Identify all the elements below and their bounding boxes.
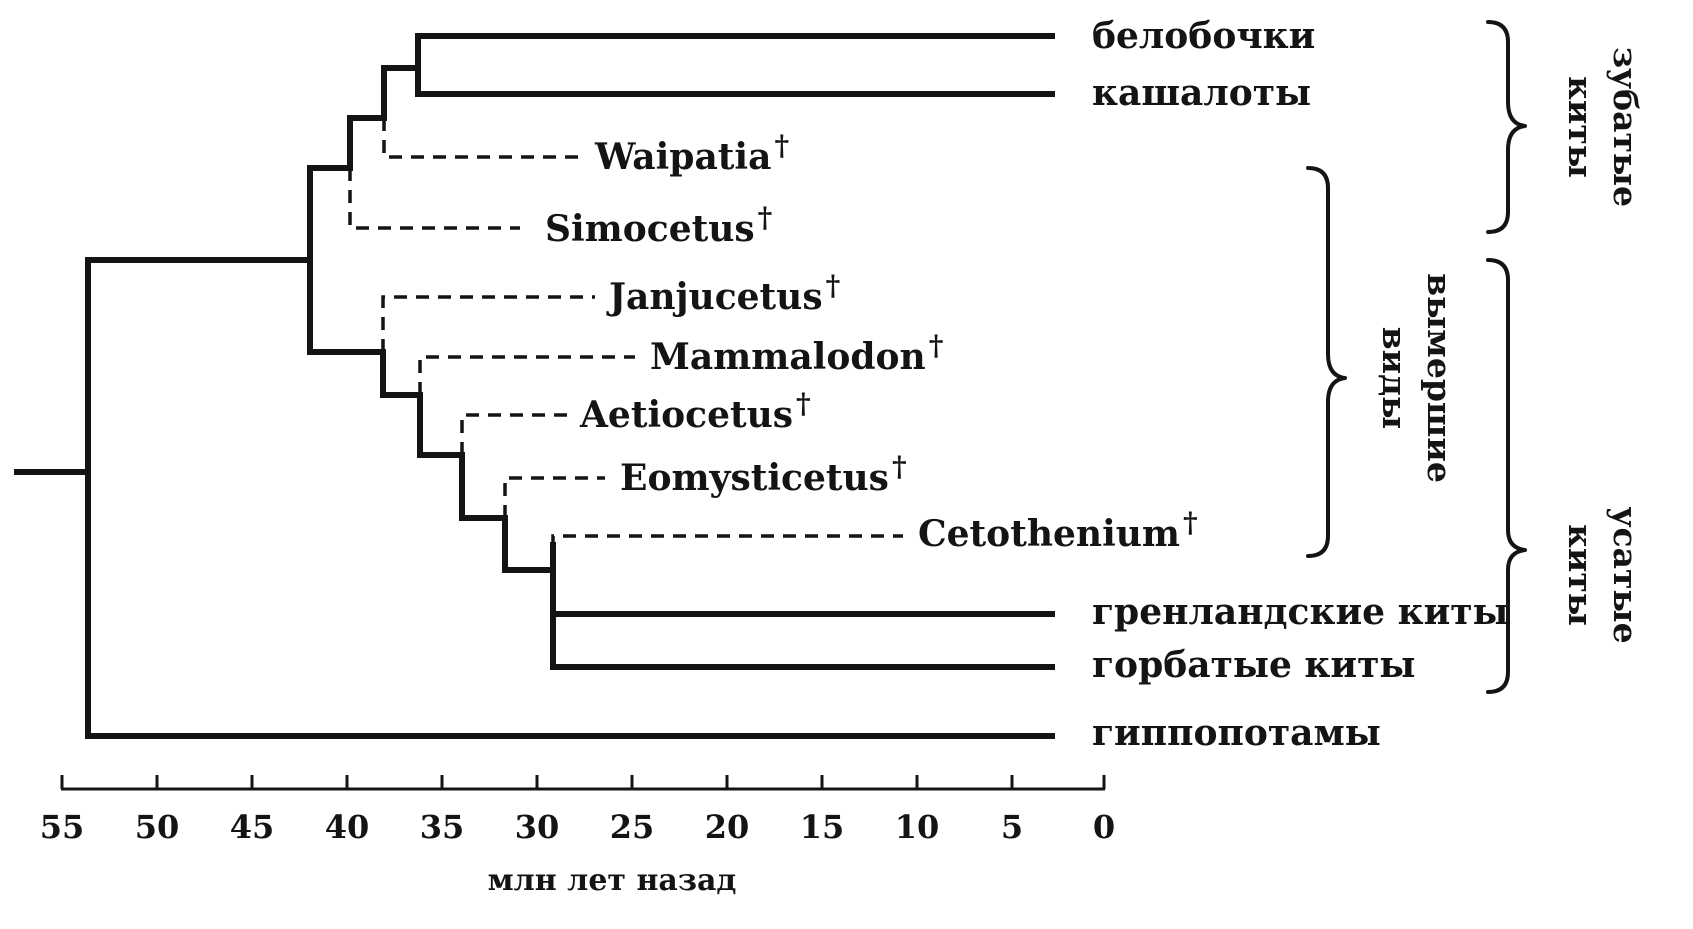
brace-extinct-species	[1306, 166, 1347, 558]
group-label-baleen-line1: усатые	[1606, 506, 1645, 643]
axis-tick-label: 30	[515, 808, 560, 846]
group-braces	[1306, 20, 1527, 694]
extinct-branches	[348, 118, 903, 570]
branch-eomysticetus	[503, 476, 605, 518]
extinct-dagger-icon: †	[826, 269, 841, 302]
brace-toothed-whales	[1486, 20, 1527, 234]
taxon-label-beluga: белобочки	[1092, 15, 1315, 57]
branch-cetothenium	[551, 534, 903, 570]
group-label-baleen-line2: киты	[1561, 524, 1600, 626]
axis-tick-label: 45	[230, 808, 275, 846]
taxon-name-waipatia: Waipatia	[594, 136, 771, 178]
axis-tick-label: 35	[420, 808, 465, 846]
group-label-toothed-line2: киты	[1561, 76, 1600, 178]
taxon-label-sperm-whales: кашалоты	[1092, 72, 1311, 114]
extinct-dagger-icon: †	[774, 129, 789, 162]
baleen-stem	[307, 349, 556, 573]
taxon-name-eomysticetus: Eomysticetus	[620, 457, 889, 499]
branch-janjucetus	[381, 295, 595, 352]
toothed-stem	[307, 65, 421, 171]
group-label-extinct-line1: вымершие	[1420, 273, 1459, 483]
extinct-dagger-icon: †	[929, 329, 944, 362]
axis-tick-label: 0	[1093, 808, 1115, 846]
taxon-labels: белобочки кашалоты Waipatia † Simocetus † …	[545, 15, 1509, 754]
extinct-dagger-icon: †	[758, 201, 773, 234]
branch-aetiocetus	[460, 413, 570, 455]
branch-mammalodon	[418, 355, 635, 395]
axis-tick-label: 25	[610, 808, 655, 846]
time-axis: 55 50 45 40 35 30 25 20 15 10 5 0 млн ле…	[40, 775, 1115, 898]
taxon-name-cetothenium: Cetothenium	[918, 513, 1180, 555]
group-label-toothed-line1: зубатые	[1606, 47, 1645, 207]
taxon-name-mammalodon: Mammalodon	[650, 336, 926, 378]
branch-waipatia	[382, 118, 582, 159]
taxon-name-simocetus: Simocetus	[545, 208, 755, 250]
axis-tick-label: 10	[895, 808, 940, 846]
axis-tick-label: 50	[135, 808, 180, 846]
extinct-dagger-icon: †	[796, 387, 811, 420]
group-label-extinct-line2: виды	[1375, 327, 1414, 429]
axis-tick-label: 5	[1001, 808, 1023, 846]
taxon-label-bowhead: гренландские киты	[1092, 591, 1509, 633]
taxon-label-aetiocetus: Aetiocetus †	[579, 387, 811, 436]
axis-title: млн лет назад	[488, 863, 737, 898]
group-labels: зубатые киты вымершие виды усатые киты	[1375, 47, 1645, 644]
taxon-label-janjucetus: Janjucetus †	[606, 269, 840, 318]
taxon-label-eomysticetus: Eomysticetus †	[620, 450, 907, 499]
taxon-name-aetiocetus: Aetiocetus	[579, 394, 793, 436]
extinct-dagger-icon: †	[892, 450, 907, 483]
axis-tick-label: 40	[325, 808, 370, 846]
taxon-label-waipatia: Waipatia †	[594, 129, 789, 178]
taxon-label-humpback: горбатые киты	[1092, 644, 1416, 686]
axis-tick-label: 55	[40, 808, 85, 846]
taxon-label-mammalodon: Mammalodon †	[650, 329, 943, 378]
axis-tick-label: 15	[800, 808, 845, 846]
axis-tick-label: 20	[705, 808, 750, 846]
tree-branches	[14, 33, 1055, 739]
brace-baleen-whales	[1486, 258, 1527, 694]
taxon-label-cetothenium: Cetothenium †	[918, 506, 1198, 555]
branch-simocetus	[348, 168, 520, 230]
taxon-label-hippos: гиппопотамы	[1092, 712, 1381, 754]
extinct-dagger-icon: †	[1183, 506, 1198, 539]
taxon-name-janjucetus: Janjucetus	[606, 276, 823, 318]
taxon-label-simocetus: Simocetus †	[545, 201, 772, 250]
